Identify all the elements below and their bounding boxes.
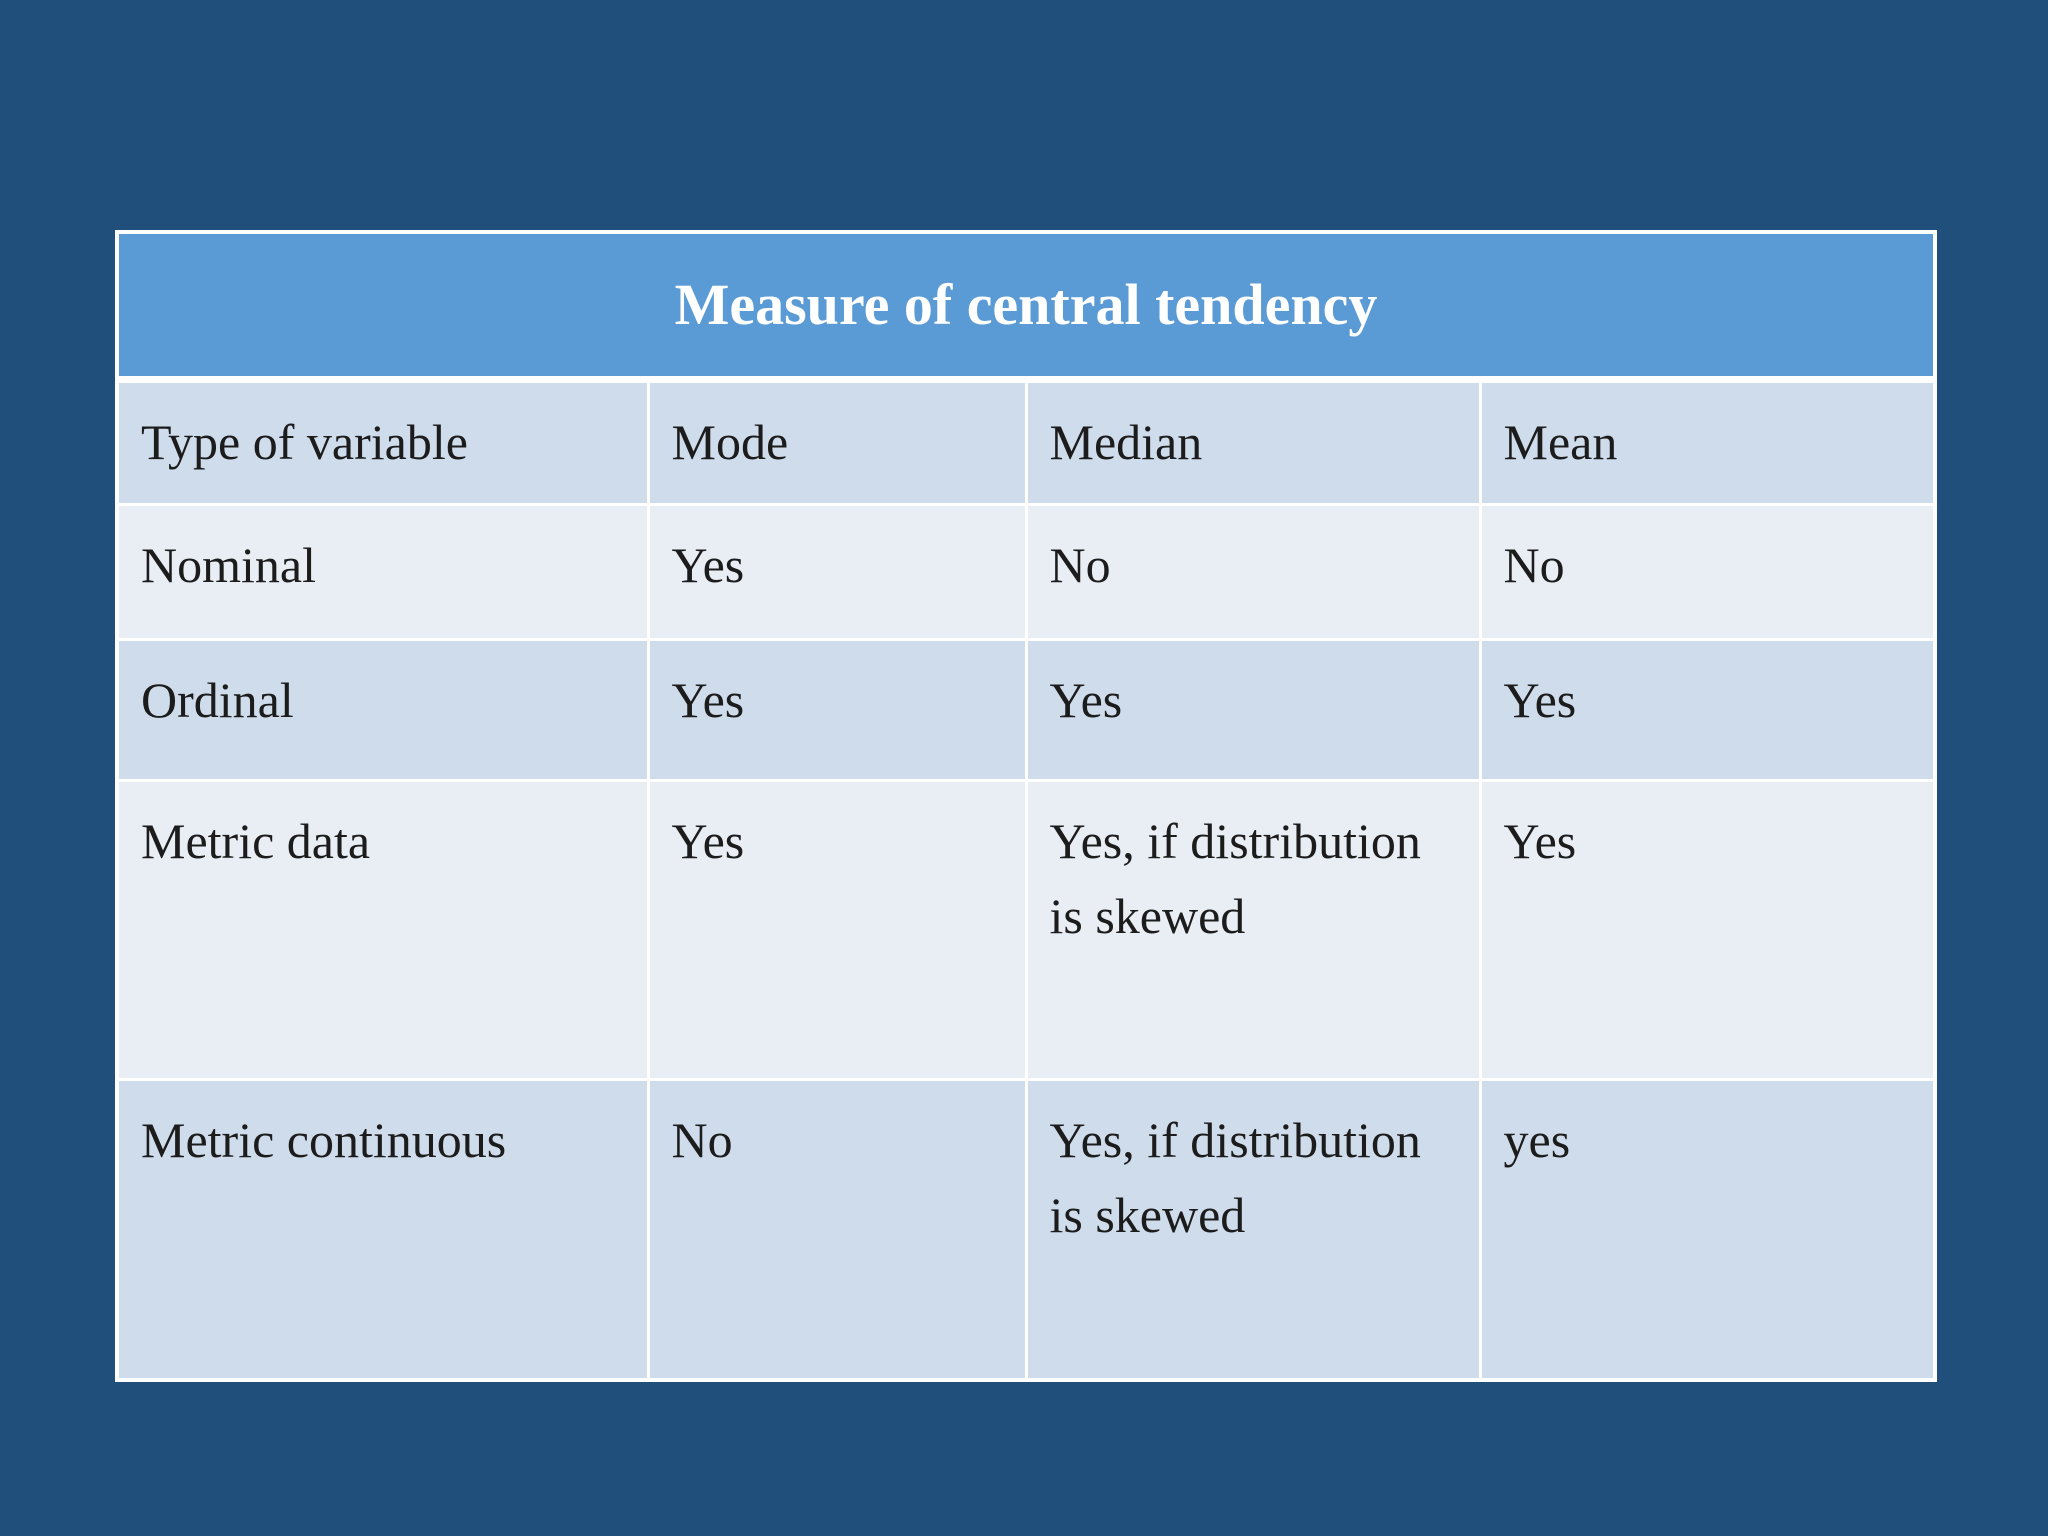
column-header-label: Mean [1503, 413, 1618, 470]
cell-mode-value: Yes [646, 638, 1028, 783]
cell-text: Yes, if distribution is skewed [1049, 813, 1421, 945]
table-row-ordinal: Ordinal Yes Yes Yes [115, 638, 1937, 783]
cell-text: Metric continuous [141, 1111, 507, 1168]
cell-median-value: Yes, if distribution is skewed [1024, 1077, 1482, 1382]
column-header-type-of-variable: Type of variable [115, 377, 650, 506]
cell-text: Nominal [141, 536, 316, 593]
table-title: Measure of central tendency [674, 272, 1378, 338]
cell-text: Yes [1503, 813, 1577, 870]
table-title-cell: Measure of central tendency [115, 230, 1937, 383]
cell-text: Ordinal [141, 672, 294, 729]
column-header-mean: Mean [1478, 377, 1937, 506]
cell-variable-type: Ordinal [115, 638, 650, 783]
cell-text: No [1503, 536, 1565, 593]
column-header-label: Mode [671, 413, 789, 470]
cell-text: Yes, if distribution is skewed [1049, 1111, 1421, 1243]
cell-variable-type: Metric continuous [115, 1077, 650, 1382]
cell-mean-value: yes [1478, 1077, 1937, 1382]
cell-text: No [671, 1111, 733, 1168]
cell-median-value: Yes, if distribution is skewed [1024, 779, 1482, 1081]
cell-variable-type: Nominal [115, 502, 650, 642]
column-header-label: Type of variable [141, 413, 468, 470]
cell-mode-value: No [646, 1077, 1028, 1382]
cell-text: Yes [671, 672, 745, 729]
cell-mean-value: Yes [1478, 779, 1937, 1081]
column-header-median: Median [1024, 377, 1482, 506]
cell-text: Metric data [141, 813, 371, 870]
cell-text: Yes [671, 536, 745, 593]
cell-text: yes [1503, 1111, 1571, 1168]
cell-mode-value: Yes [646, 779, 1028, 1081]
table-header-row: Type of variable Mode Median Mean [115, 377, 1937, 506]
table-row-metric-continuous: Metric continuous No Yes, if distributio… [115, 1077, 1937, 1382]
cell-mean-value: Yes [1478, 638, 1937, 783]
table-title-row: Measure of central tendency [115, 230, 1937, 383]
column-header-label: Median [1049, 413, 1203, 470]
table-row-nominal: Nominal Yes No No [115, 502, 1937, 642]
cell-text: Yes [1049, 672, 1123, 729]
cell-mode-value: Yes [646, 502, 1028, 642]
cell-median-value: Yes [1024, 638, 1482, 783]
cell-text: Yes [1503, 672, 1577, 729]
column-header-mode: Mode [646, 377, 1028, 506]
cell-text: No [1049, 536, 1111, 593]
table-row-metric-data: Metric data Yes Yes, if distribution is … [115, 779, 1937, 1081]
cell-variable-type: Metric data [115, 779, 650, 1081]
cell-text: Yes [671, 813, 745, 870]
cell-median-value: No [1024, 502, 1482, 642]
central-tendency-table: Measure of central tendency Type of vari… [115, 230, 1938, 1382]
cell-mean-value: No [1478, 502, 1937, 642]
